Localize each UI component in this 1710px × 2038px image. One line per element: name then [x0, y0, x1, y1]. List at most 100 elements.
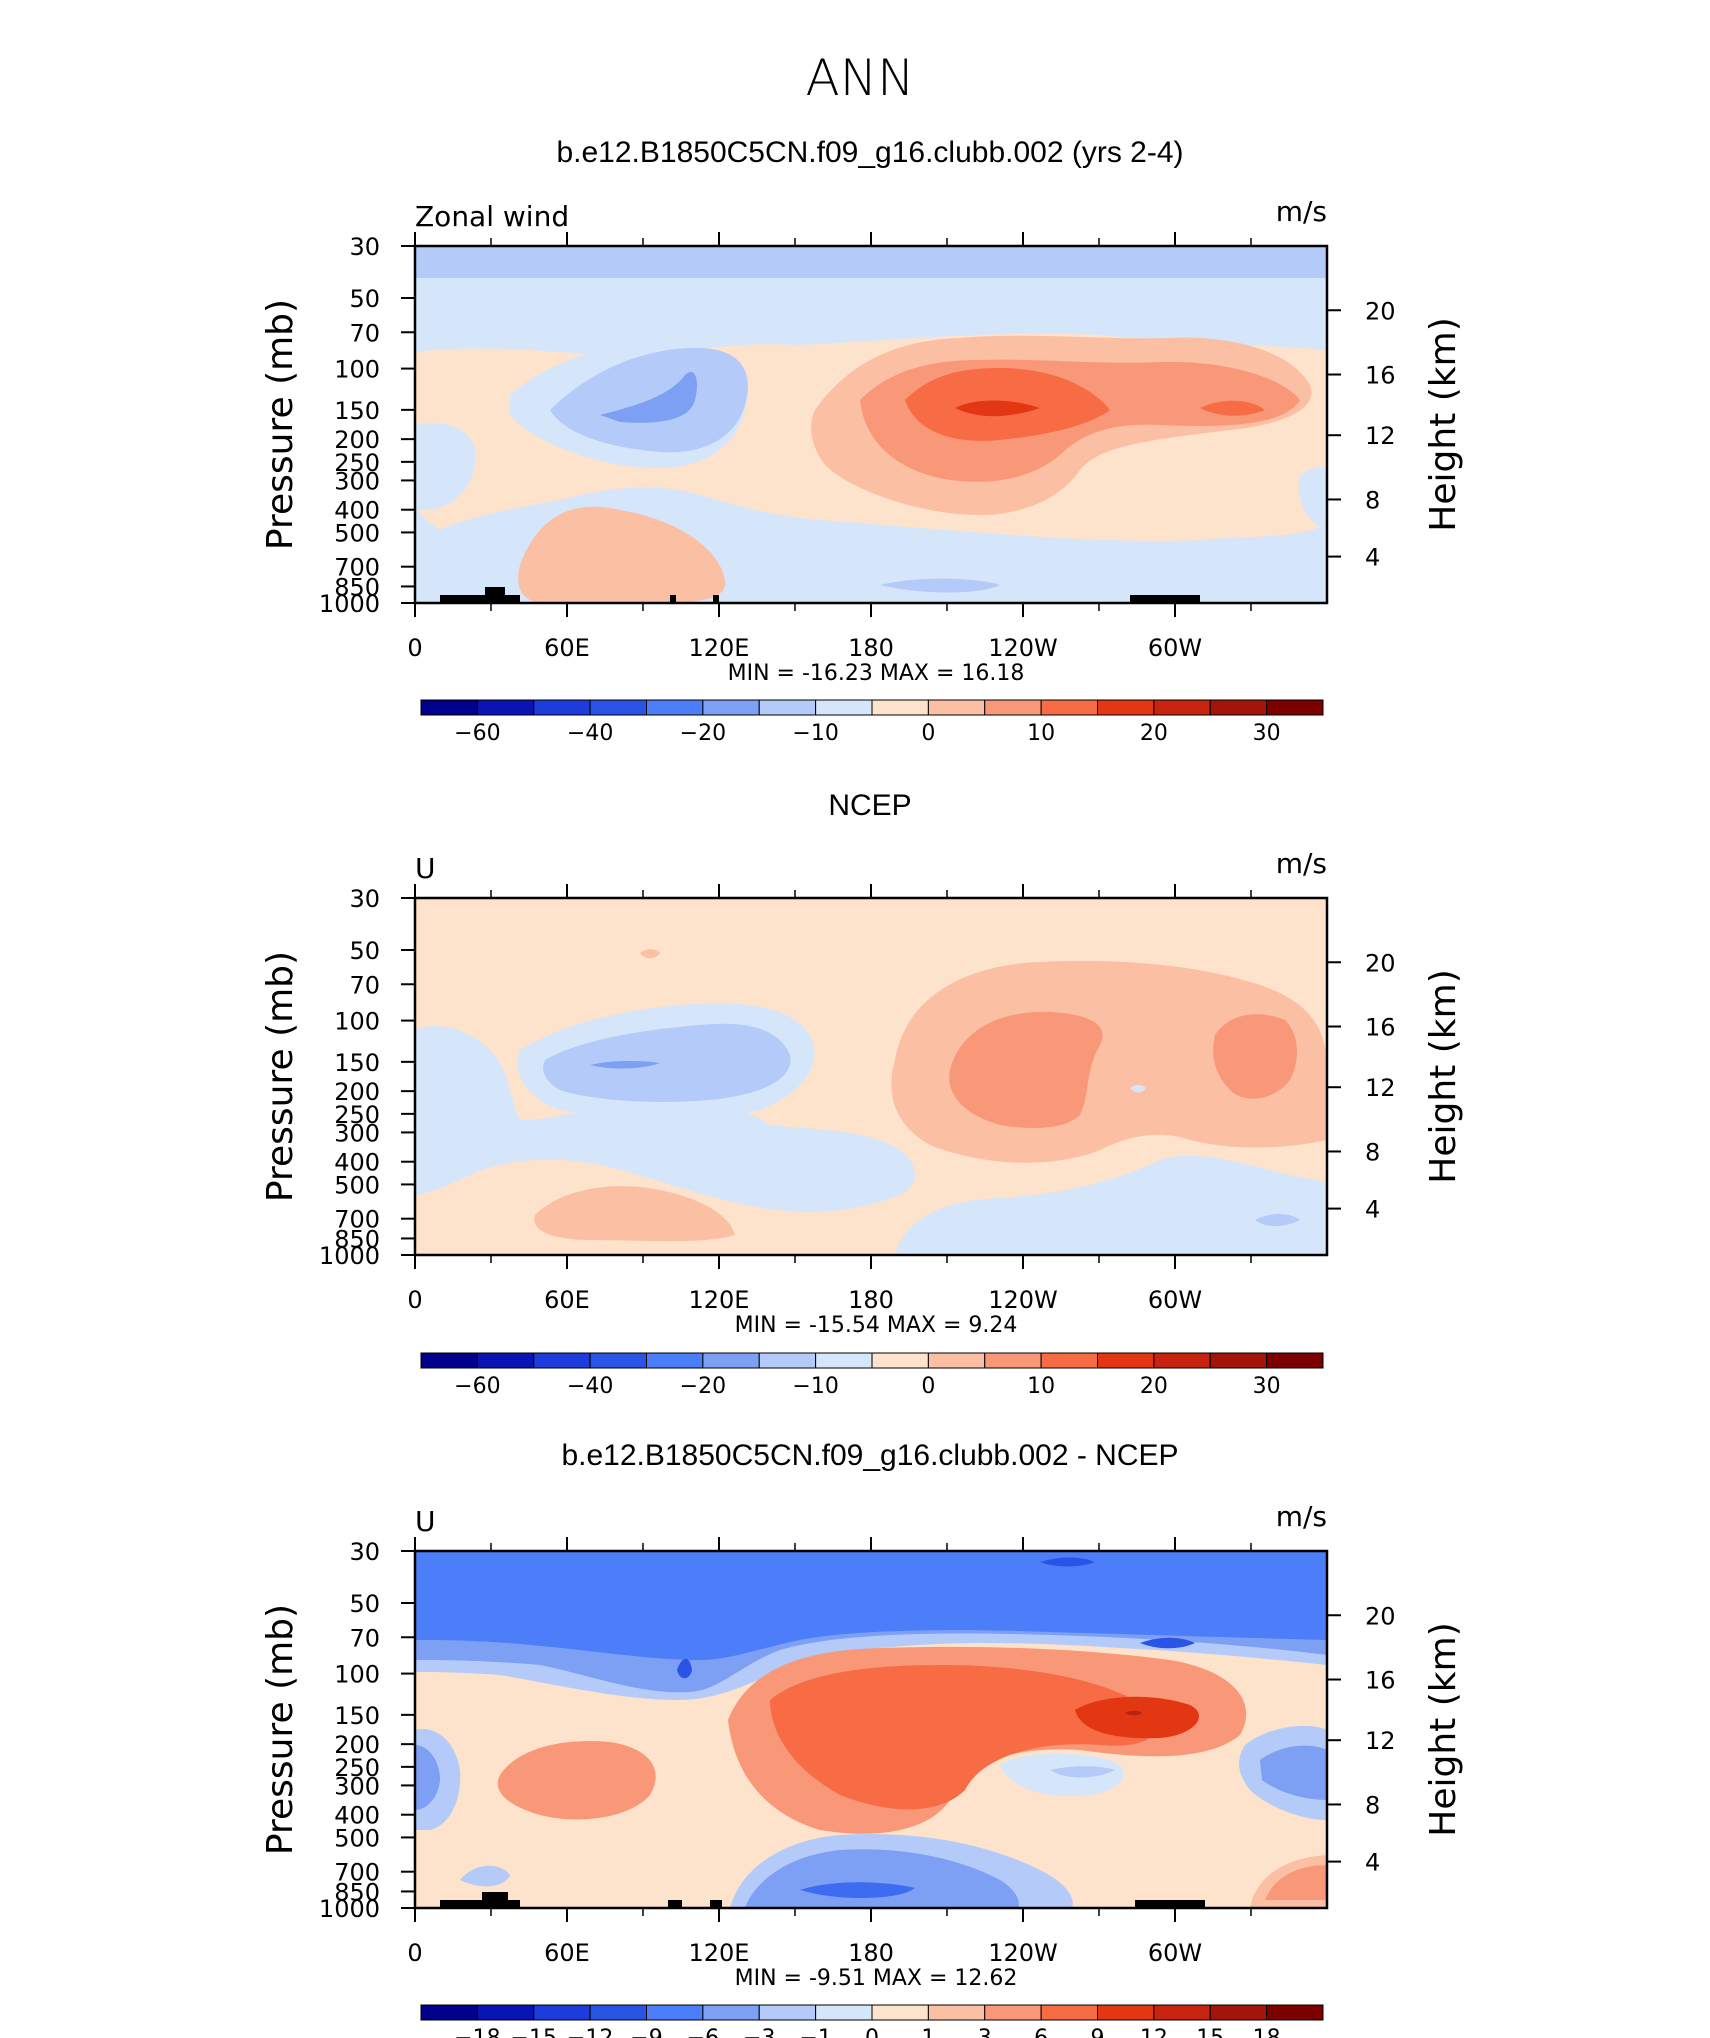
- colorbar-swatch: [871, 1352, 929, 1369]
- colorbar-label: 9: [1091, 2026, 1105, 2038]
- y-right-tick-label: 20: [1365, 949, 1396, 977]
- y-tick-label: 100: [334, 356, 380, 384]
- colorbar-label: −60: [454, 721, 500, 746]
- y-right-tick-label: 4: [1365, 1196, 1380, 1224]
- y-right-tick-label: 16: [1365, 1667, 1396, 1695]
- colorbar-label: 10: [1027, 1374, 1055, 1399]
- y-tick-label: 250: [334, 1101, 380, 1129]
- y-right-axis-title: Height (km): [1423, 969, 1464, 1183]
- y-tick-label: 300: [334, 467, 380, 495]
- colorbar-label: −3: [743, 2026, 775, 2038]
- colorbar-swatch: [927, 1352, 986, 1369]
- y-right-tick-label: 4: [1365, 544, 1380, 572]
- y-tick-label: 250: [334, 449, 380, 477]
- y-tick-label: 1000: [319, 590, 380, 618]
- units-label: m/s: [1276, 195, 1327, 228]
- colorbar-swatch: [1209, 2004, 1268, 2021]
- units-label: m/s: [1276, 847, 1327, 880]
- y-axis-title: Pressure (mb): [260, 951, 301, 1202]
- y-tick-label: 30: [349, 885, 380, 913]
- y-tick-label: 200: [334, 1731, 380, 1759]
- y-tick-label: 500: [334, 1171, 380, 1199]
- y-right-tick-label: 8: [1365, 1138, 1380, 1166]
- colorbar-swatch: [1266, 699, 1324, 716]
- colorbar-swatch: [1266, 1352, 1324, 1369]
- contour-region: [600, 371, 697, 423]
- y-tick-label: 300: [334, 1119, 380, 1147]
- variable-label: U: [415, 852, 436, 885]
- contour-region: [949, 1011, 1103, 1128]
- topography-mask: [482, 1892, 508, 1902]
- contour-region: [518, 506, 726, 603]
- contour-region: [880, 578, 1000, 593]
- panel-difference: b.e12.B1850C5CN.f09_g16.clubb.002 - NCEP: [260, 1439, 1464, 2038]
- y-tick-label: 1000: [319, 1895, 380, 1923]
- y-tick-label: 850: [334, 573, 380, 601]
- colorbar-label: −10: [792, 721, 838, 746]
- x-tick-label: 60W: [1148, 1939, 1202, 1967]
- colorbar-swatch: [476, 1352, 535, 1369]
- colorbar-swatch: [984, 699, 1042, 716]
- colorbar-label: −12: [567, 2026, 613, 2038]
- contour-field: [415, 898, 1327, 1255]
- topography-mask: [440, 1900, 520, 1908]
- colorbar-swatch: [871, 2004, 929, 2021]
- contour-region: [1265, 1865, 1327, 1900]
- colorbar: −60 −40 −20 −10 0 10 20 30: [420, 1352, 1324, 1399]
- topography-mask: [668, 1900, 682, 1908]
- panel-title: b.e12.B1850C5CN.f09_g16.clubb.002 (yrs 2…: [556, 136, 1183, 169]
- colorbar-swatch: [589, 2004, 647, 2021]
- colorbar-swatch: [533, 2004, 591, 2021]
- colorbar-swatch: [758, 2004, 817, 2021]
- colorbar-label: −20: [680, 1374, 726, 1399]
- colorbar-swatch: [1153, 699, 1211, 716]
- y-tick-label: 700: [334, 1206, 380, 1234]
- colorbar-label: 0: [921, 721, 935, 746]
- x-tick-label: 0: [407, 1286, 422, 1314]
- contour-region: [1255, 1214, 1300, 1226]
- y-tick-label: 400: [334, 497, 380, 525]
- y-right-axis-title: Height (km): [1423, 317, 1464, 531]
- colorbar-swatch: [927, 699, 986, 716]
- x-tick-label: 0: [407, 1939, 422, 1967]
- panel-axes: Zonal wind m/s 0 60E 120E 180 120W 60W 30 50 70 100…: [260, 195, 1464, 686]
- contour-region: [534, 1186, 735, 1242]
- colorbar-label: −1: [799, 2026, 831, 2038]
- y-tick-label: 50: [349, 285, 380, 313]
- x-tick-label: 120W: [988, 1286, 1058, 1314]
- colorbar-swatch: [1153, 1352, 1211, 1369]
- contour-region: [497, 1740, 656, 1820]
- x-tick-label: 180: [848, 1939, 894, 1967]
- contour-region: [1125, 1710, 1142, 1716]
- colorbar-swatch: [1040, 2004, 1098, 2021]
- colorbar-label: −6: [687, 2026, 719, 2038]
- variable-label: Zonal wind: [415, 200, 569, 233]
- x-tick-label: 60W: [1148, 634, 1202, 662]
- x-tick-label: 120W: [988, 634, 1058, 662]
- y-tick-label: 850: [334, 1225, 380, 1253]
- y-tick-label: 500: [334, 1824, 380, 1852]
- colorbar-label: 12: [1140, 2026, 1168, 2038]
- y-right-tick-label: 4: [1365, 1849, 1380, 1877]
- contour-region: [775, 547, 1270, 603]
- y-tick-label: 100: [334, 1661, 380, 1689]
- topography-mask: [670, 595, 676, 603]
- colorbar-swatch: [815, 2004, 873, 2021]
- contour-region: [415, 246, 1327, 278]
- colorbar-swatch: [702, 1352, 760, 1369]
- colorbar-swatch: [927, 2004, 986, 2021]
- contour-region: [1299, 466, 1327, 530]
- topography-mask: [1135, 1900, 1205, 1908]
- colorbar-swatch: [476, 699, 535, 716]
- x-tick-label: 60E: [544, 634, 590, 662]
- contour-region: [1040, 1557, 1095, 1567]
- units-label: m/s: [1276, 1500, 1327, 1533]
- colorbar-label: 20: [1140, 721, 1168, 746]
- min-max-label: MIN = -16.23 MAX = 16.18: [728, 661, 1025, 686]
- contour-region: [955, 400, 1040, 417]
- contour-region: [1200, 400, 1265, 416]
- contour-region: [415, 1551, 1327, 1660]
- topography-mask: [1130, 595, 1200, 603]
